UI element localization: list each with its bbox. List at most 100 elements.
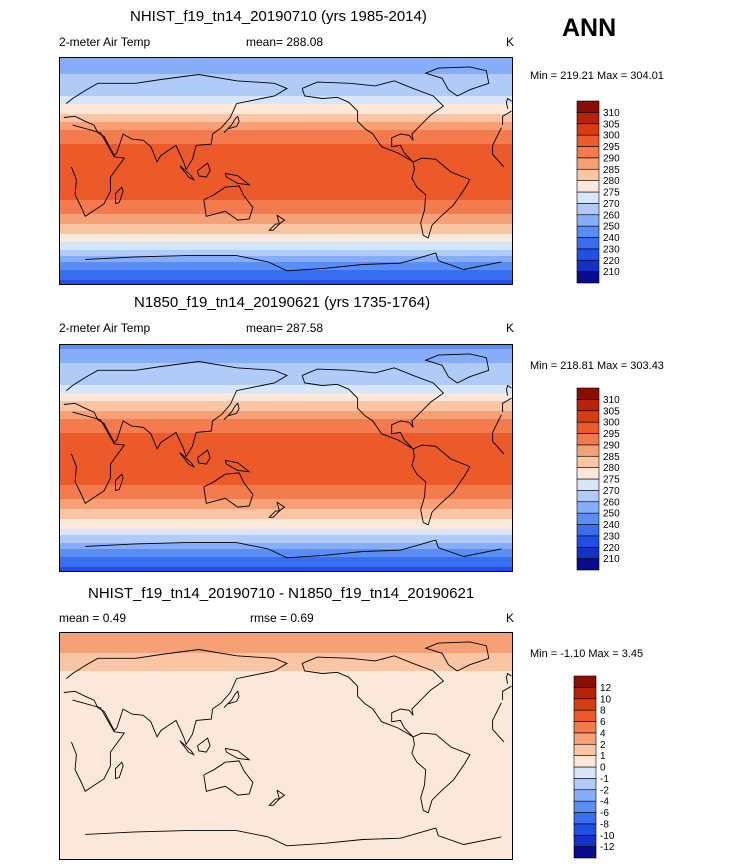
zonal-band <box>60 180 512 183</box>
zonal-band <box>60 204 512 207</box>
zonal-band <box>60 140 512 143</box>
zonal-band <box>60 853 512 856</box>
zonal-band <box>60 825 512 828</box>
zonal-band <box>60 761 512 764</box>
zonal-band <box>60 691 512 694</box>
zonal-band <box>60 649 512 652</box>
coastline <box>85 539 502 559</box>
coastline <box>63 361 512 458</box>
zonal-band <box>60 783 512 786</box>
colorbar-tick-label: 230 <box>603 531 620 542</box>
panel-1-minmax: Min = 219.21 Max = 304.01 <box>530 70 664 82</box>
colorbar-box <box>576 387 600 400</box>
zonal-band <box>60 138 512 141</box>
zonal-band <box>60 256 512 259</box>
colorbar-box <box>576 214 600 227</box>
zonal-band <box>60 779 512 782</box>
zonal-band <box>60 681 512 684</box>
zonal-band <box>60 246 512 249</box>
zonal-band <box>60 212 512 215</box>
zonal-band <box>60 122 512 125</box>
panel-3-map <box>59 632 513 860</box>
zonal-band <box>60 773 512 776</box>
zonal-band <box>60 803 512 806</box>
colorbar-tick-label: 4 <box>600 728 606 739</box>
zonal-band <box>60 431 512 434</box>
panel-2-map <box>59 344 513 572</box>
colorbar-tick-label: 240 <box>603 233 620 244</box>
zonal-band <box>60 697 512 700</box>
colorbar-box <box>576 558 600 571</box>
zonal-band <box>60 152 512 155</box>
zonal-band <box>60 363 512 366</box>
colorbar-box <box>573 743 597 756</box>
zonal-band <box>60 86 512 89</box>
coastline <box>505 97 512 109</box>
zonal-band <box>60 813 512 816</box>
colorbar-tick-label: 290 <box>603 440 620 451</box>
zonal-band <box>60 815 512 818</box>
zonal-band <box>60 475 512 478</box>
zonal-band <box>60 178 512 181</box>
zonal-band <box>60 429 512 432</box>
coastline <box>424 66 490 97</box>
zonal-band <box>60 841 512 844</box>
zonal-band <box>60 677 512 680</box>
colorbar-tick-label: 6 <box>600 717 606 728</box>
zonal-band <box>60 128 512 131</box>
zonal-band <box>60 379 512 382</box>
colorbar-box <box>576 180 600 193</box>
zonal-band <box>60 62 512 65</box>
coastline <box>301 655 445 738</box>
zonal-band <box>60 857 512 859</box>
zonal-band <box>60 126 512 129</box>
zonal-band <box>60 371 512 374</box>
zonal-band <box>60 567 512 570</box>
colorbar-tick-label: 290 <box>603 153 620 164</box>
zonal-band <box>60 821 512 824</box>
zonal-band <box>60 723 512 726</box>
zonal-band <box>60 823 512 826</box>
zonal-band <box>60 114 512 117</box>
zonal-band <box>60 242 512 245</box>
zonal-band <box>60 541 512 544</box>
zonal-band <box>60 719 512 722</box>
panel-2-variable-label: 2-meter Air Temp <box>59 321 151 335</box>
zonal-band <box>60 745 512 748</box>
colorbar-box <box>573 732 597 745</box>
panel-2-mean-label: mean= 287.58 <box>246 321 324 335</box>
colorbar-tick-label: 210 <box>603 267 620 278</box>
panel-1-mean-label: mean= 288.08 <box>246 35 324 49</box>
zonal-band <box>60 709 512 712</box>
zonal-band <box>60 837 512 840</box>
zonal-band <box>60 751 512 754</box>
zonal-band <box>60 144 512 147</box>
panel-3-rmse-label: rmse = 0.69 <box>250 611 314 625</box>
colorbar-tick-label: 10 <box>600 694 612 705</box>
coastline <box>63 649 512 746</box>
coastline <box>224 459 251 473</box>
zonal-band <box>60 182 512 185</box>
coastline <box>70 699 505 792</box>
zonal-band <box>60 425 512 428</box>
zonal-band <box>60 74 512 77</box>
zonal-band <box>60 755 512 758</box>
colorbar-box <box>576 225 600 238</box>
zonal-band <box>60 633 512 636</box>
zonal-band <box>60 669 512 672</box>
zonal-band <box>60 218 512 221</box>
zonal-band <box>60 819 512 822</box>
zonal-band <box>60 351 512 354</box>
zonal-band <box>60 134 512 137</box>
zonal-band <box>60 252 512 255</box>
colorbar-tick-label: 275 <box>603 188 620 199</box>
zonal-band <box>60 551 512 554</box>
coastline <box>268 223 281 231</box>
zonal-band <box>60 731 512 734</box>
colorbar-tick-label: 305 <box>603 406 620 417</box>
zonal-band <box>60 727 512 730</box>
colorbar-box <box>576 546 600 559</box>
coastline <box>223 402 240 421</box>
colorbar-box <box>573 846 597 859</box>
coastline <box>223 115 240 134</box>
